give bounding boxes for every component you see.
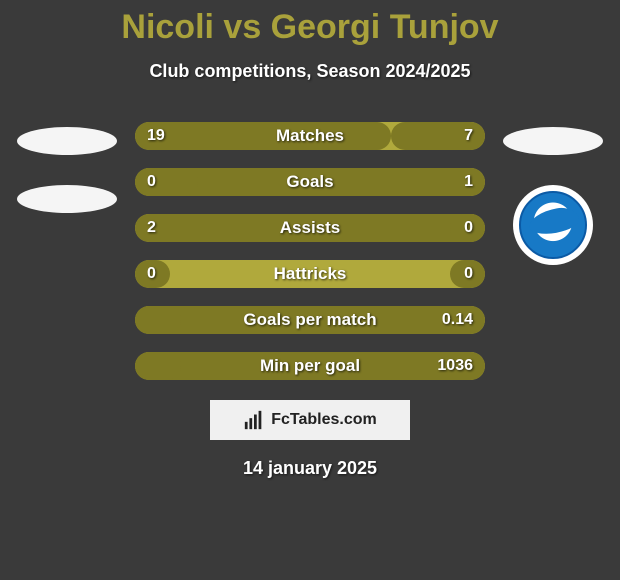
comparison-card: Nicoli vs Georgi Tunjov Club competition… xyxy=(0,0,620,580)
bar-fill-left xyxy=(135,352,181,380)
bar-fill-left xyxy=(135,122,391,150)
stat-value-left: 2 xyxy=(147,219,156,237)
left-badge-column xyxy=(17,122,117,213)
stat-label: Assists xyxy=(280,218,340,238)
subtitle: Club competitions, Season 2024/2025 xyxy=(0,61,620,82)
date-text: 14 january 2025 xyxy=(0,458,620,479)
watermark[interactable]: FcTables.com xyxy=(210,400,410,440)
left-badge-placeholder-1 xyxy=(17,127,117,155)
stat-value-right: 1036 xyxy=(437,357,473,375)
pescara-logo-icon xyxy=(519,191,587,259)
stat-bar: 19 7 Matches xyxy=(135,122,485,150)
stat-value-right: 7 xyxy=(464,127,473,145)
dolphin-icon xyxy=(527,205,580,237)
stat-bar: 0.14 Goals per match xyxy=(135,306,485,334)
stat-value-left: 0 xyxy=(147,173,156,191)
page-title: Nicoli vs Georgi Tunjov xyxy=(0,0,620,47)
right-club-logo xyxy=(513,185,593,265)
stat-value-right: 0 xyxy=(464,265,473,283)
stat-label: Goals per match xyxy=(243,310,376,330)
stat-bar: 0 1 Goals xyxy=(135,168,485,196)
bar-fill-left xyxy=(135,168,198,196)
stat-bar: 1036 Min per goal xyxy=(135,352,485,380)
stats-section: 19 7 Matches 0 1 Goals 2 0 Assists 0 0 Hattricks 0.1… xyxy=(0,122,620,380)
stat-bar: 0 0 Hattricks xyxy=(135,260,485,288)
chart-icon xyxy=(243,409,265,431)
stat-label: Matches xyxy=(276,126,344,146)
stat-value-right: 0.14 xyxy=(442,311,473,329)
watermark-text: FcTables.com xyxy=(271,411,377,429)
right-badge-placeholder xyxy=(503,127,603,155)
stat-value-right: 1 xyxy=(464,173,473,191)
left-badge-placeholder-2 xyxy=(17,185,117,213)
stat-bars: 19 7 Matches 0 1 Goals 2 0 Assists 0 0 Hattricks 0.1… xyxy=(135,122,485,380)
stat-label: Goals xyxy=(286,172,333,192)
stat-label: Min per goal xyxy=(260,356,360,376)
stat-value-left: 19 xyxy=(147,127,165,145)
stat-label: Hattricks xyxy=(274,264,347,284)
right-badge-column xyxy=(503,122,603,265)
stat-bar: 2 0 Assists xyxy=(135,214,485,242)
stat-value-right: 0 xyxy=(464,219,473,237)
bar-fill-left xyxy=(135,306,181,334)
stat-value-left: 0 xyxy=(147,265,156,283)
